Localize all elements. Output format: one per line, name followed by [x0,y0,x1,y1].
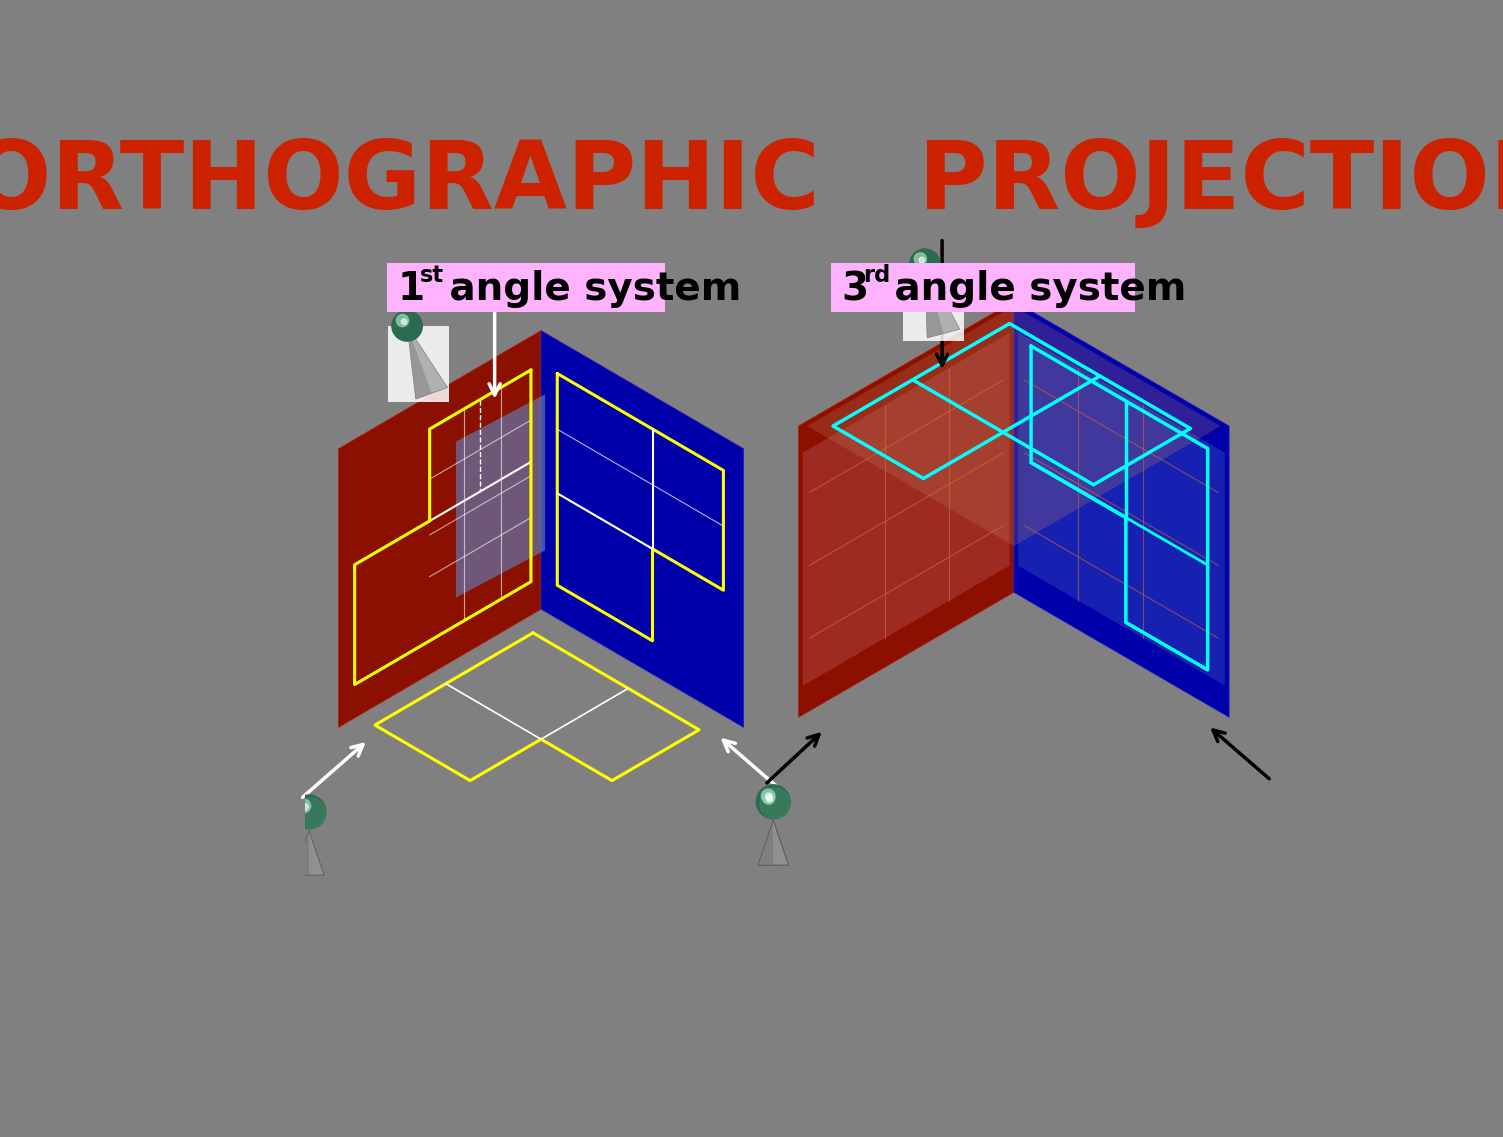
Circle shape [1252,782,1264,794]
Circle shape [301,804,308,811]
Polygon shape [407,326,431,399]
Polygon shape [1018,333,1225,686]
Circle shape [296,798,326,829]
Polygon shape [758,820,773,865]
Circle shape [759,788,791,819]
Circle shape [920,257,924,263]
Polygon shape [338,331,541,728]
Polygon shape [758,820,773,865]
Circle shape [762,792,774,804]
Polygon shape [455,395,546,598]
Circle shape [397,315,409,326]
Text: ORTHOGRAPHIC   PROJECTION: ORTHOGRAPHIC PROJECTION [0,136,1503,229]
Polygon shape [798,301,1229,551]
Circle shape [401,318,407,324]
Polygon shape [798,301,1015,717]
Circle shape [914,252,926,265]
Text: 3: 3 [842,271,869,308]
Circle shape [1250,781,1278,808]
Circle shape [758,788,789,819]
Text: rd: rd [864,264,891,288]
Circle shape [765,794,773,800]
Text: 1: 1 [398,271,425,308]
Text: angle system: angle system [436,271,741,308]
Circle shape [292,795,326,829]
Circle shape [909,249,939,280]
Circle shape [1257,786,1263,791]
Circle shape [756,785,791,819]
Polygon shape [924,264,944,338]
Polygon shape [407,326,448,399]
Polygon shape [1247,811,1278,855]
Polygon shape [388,325,449,401]
Polygon shape [758,820,789,865]
Polygon shape [1015,301,1229,717]
Text: angle system: angle system [881,271,1187,308]
Polygon shape [758,820,789,865]
FancyBboxPatch shape [386,263,666,312]
FancyBboxPatch shape [831,263,1135,312]
Polygon shape [293,830,325,875]
Polygon shape [293,830,310,875]
Polygon shape [338,331,744,567]
Text: st: st [419,264,443,288]
Circle shape [761,791,789,819]
Circle shape [762,789,776,803]
Polygon shape [541,331,744,728]
Polygon shape [807,306,1220,546]
Circle shape [767,796,773,802]
Polygon shape [924,264,960,338]
Circle shape [392,310,422,341]
Polygon shape [803,333,1010,686]
Polygon shape [1247,811,1263,855]
Circle shape [298,799,311,813]
Circle shape [1247,778,1278,808]
Polygon shape [903,265,963,341]
